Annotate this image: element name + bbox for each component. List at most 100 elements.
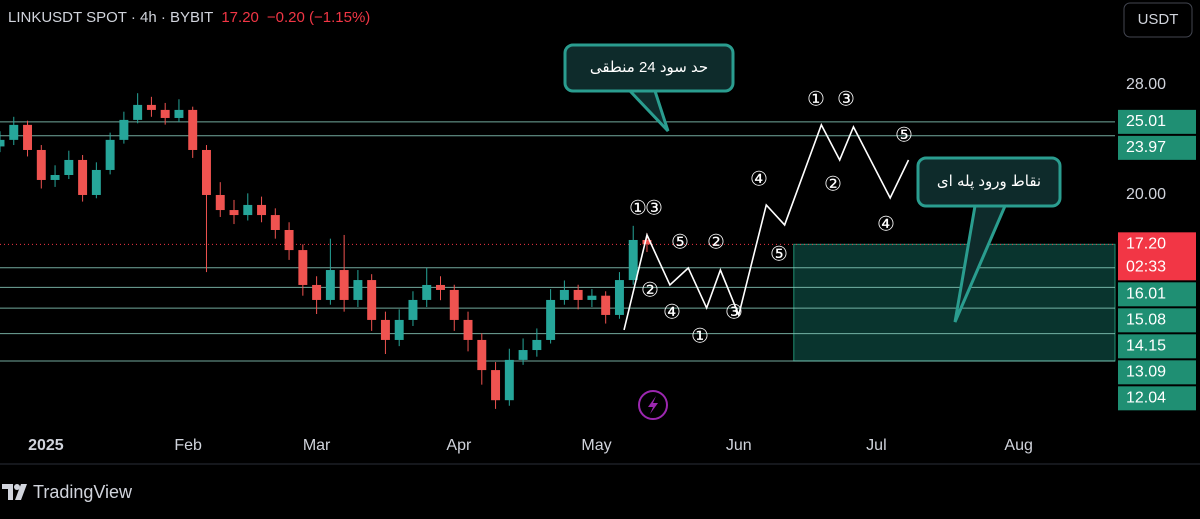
callout-text: حد سود 24 منطقی [590, 59, 708, 76]
wave-label: ② [824, 173, 842, 195]
candle-body [105, 139, 115, 170]
candle-body [367, 280, 377, 320]
level-label: 23.97 [1126, 139, 1166, 156]
candle-body [229, 210, 239, 216]
entry-zone [793, 243, 1116, 362]
level-label-box [1118, 135, 1196, 160]
currency-button[interactable] [1123, 2, 1193, 38]
candle-body [78, 159, 88, 195]
level-label-box [1118, 386, 1196, 411]
level-label: 15.08 [1126, 312, 1166, 329]
candle-body [394, 319, 404, 340]
level-label-box [1118, 360, 1196, 385]
logo-part [2, 484, 13, 500]
candle-body [284, 229, 294, 251]
brand-logo [2, 484, 27, 500]
wave-label: ⑤ [671, 231, 689, 253]
candle-body [312, 284, 322, 300]
lightning-icon[interactable] [638, 390, 668, 420]
header: LINKUSDT SPOT · 4h · BYBIT 17.20 −0.20 (−1… [8, 9, 370, 26]
candle-body [559, 289, 569, 300]
candle-body [353, 280, 363, 300]
y-tick-label: 20.00 [1126, 186, 1166, 203]
candle-body [36, 149, 46, 180]
candle-body [146, 104, 156, 110]
candle-body [601, 295, 611, 315]
last-price-box [1118, 232, 1196, 281]
wave-label: ④ [663, 301, 681, 323]
candle-body [518, 350, 528, 360]
wave-label: ① [629, 197, 647, 219]
candle-body [642, 239, 652, 245]
level-label: 13.09 [1126, 364, 1166, 381]
countdown-label: 02:33 [1126, 259, 1166, 276]
candle-body [614, 280, 624, 315]
candle-body [491, 370, 501, 401]
candle-body [504, 359, 514, 401]
wave-label: ④ [750, 168, 768, 190]
candle-body [463, 319, 473, 340]
candle-body [202, 149, 211, 195]
candle-body [573, 289, 583, 300]
x-tick-label: Apr [446, 437, 472, 454]
x-tick-label: Jul [866, 437, 886, 454]
candle-body [587, 295, 597, 300]
wave-projection [623, 122, 910, 331]
candle-body [0, 139, 5, 147]
candle-body [339, 270, 349, 300]
level-label: 25.01 [1126, 113, 1166, 130]
wave-label: ① [691, 325, 709, 347]
candle-body [243, 204, 253, 216]
candle-body [422, 284, 432, 300]
callout-box [916, 156, 1062, 208]
x-tick-label: Jun [726, 437, 752, 454]
candle-body [325, 270, 335, 300]
icon-bolt[interactable] [648, 396, 658, 414]
candle-body [215, 194, 225, 211]
candle-body [9, 124, 19, 140]
wave-label: ⑤ [895, 124, 913, 146]
candle-body [408, 299, 418, 320]
wave-label: ③ [725, 301, 743, 323]
x-tick-label: May [581, 437, 611, 454]
level-label: 12.04 [1126, 390, 1166, 407]
wave-label: ② [707, 231, 725, 253]
currency-label[interactable]: USDT [1138, 11, 1179, 28]
candle-body [174, 109, 184, 118]
wave-label: ① [807, 88, 825, 110]
wave-label: ⑤ [770, 243, 788, 265]
level-label-box [1118, 109, 1196, 134]
callout-box [563, 43, 735, 93]
level-label-box [1118, 334, 1196, 359]
candle-body [133, 104, 143, 120]
x-tick-label: Mar [303, 437, 331, 454]
last-price-label: 17.20 [1126, 236, 1166, 253]
candle-body [477, 339, 487, 371]
candle-body [188, 109, 198, 150]
candle-body [64, 159, 74, 175]
candle-body [119, 119, 129, 140]
candle-body [257, 204, 267, 216]
x-tick-label: Aug [1004, 437, 1032, 454]
x-tick-label: Feb [174, 437, 202, 454]
wave-label: ③ [837, 88, 855, 110]
candle-body [436, 284, 445, 290]
level-label: 14.15 [1126, 338, 1166, 355]
logo-part [14, 484, 20, 490]
level-label-box [1118, 308, 1196, 333]
brand-name: TradingView [33, 482, 133, 502]
candle-body [546, 299, 556, 340]
callout-text: نقاط ورود پله ای [937, 173, 1041, 191]
candle-body [449, 289, 459, 320]
level-label-box [1118, 282, 1196, 307]
price: 17.20 [221, 9, 259, 26]
icon-ring[interactable] [638, 390, 668, 420]
wave-label: ③ [645, 197, 663, 219]
candle-body [91, 169, 101, 195]
candle-body [160, 109, 170, 118]
change: −0.20 (−1.15%) [267, 9, 370, 26]
y-tick-label: 28.00 [1126, 76, 1166, 93]
x-tick-label: 2025 [28, 437, 64, 454]
